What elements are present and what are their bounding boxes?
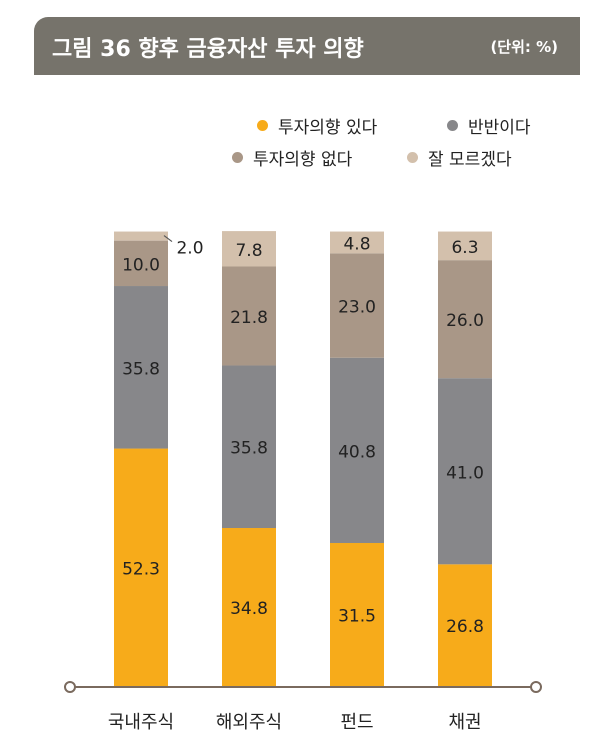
chart-unit: (단위: %) [490,38,558,56]
bar-value-label-3-1: 41.0 [446,463,484,483]
legend-item-no: 투자의향 없다 [232,145,352,170]
bar-segment-2-0 [330,542,384,686]
title-bar: 그림 36 향후 금융자산 투자 의향 (단위: %) [34,17,580,75]
category-label-1: 해외주식 [216,712,282,733]
legend-label-unknown: 잘 모르겠다 [428,150,512,170]
bar-value-label-3-3: 6.3 [451,238,478,258]
bar-segment-1-1 [222,365,276,529]
category-label-3: 채권 [448,712,481,733]
legend-item-unknown: 잘 모르겠다 [407,145,512,170]
legend-swatch-unknown [407,152,418,163]
category-label-2: 펀드 [340,712,373,733]
legend-swatch-yes [257,120,268,131]
bar-segment-0-1 [114,286,168,449]
bar-segment-2-2 [330,253,384,358]
bar-value-label-2-2: 23.0 [338,298,376,318]
x-axis-end-cap-1 [530,681,542,693]
legend-item-half: 반반이다 [447,113,531,138]
bar-value-label-2-1: 40.8 [338,442,376,462]
legend-swatch-half [447,120,458,131]
bar-value-label-2-0: 31.5 [338,606,376,626]
legend-item-yes: 투자의향 있다 [257,113,377,138]
legend-label-yes: 투자의향 있다 [278,118,378,138]
bar-segment-3-1 [438,378,492,565]
bar-value-label-3-0: 26.8 [446,617,484,637]
bar-segment-1-2 [222,266,276,366]
bar-segment-0-0 [114,448,168,686]
bar-segment-0-3 [114,231,168,241]
bar-value-label-0-1: 35.8 [122,359,160,379]
bar-segment-3-2 [438,260,492,379]
legend-label-half: 반반이다 [468,118,531,138]
bar-segment-1-0 [222,528,276,686]
legend-swatch-no [232,152,243,163]
bar-segment-0-2 [114,240,168,287]
bar-value-label-3-2: 26.0 [446,311,484,331]
x-axis-end-cap-0 [64,681,76,693]
bar-value-label-0-0: 52.3 [122,559,160,579]
bar-segment-1-3 [222,231,276,267]
bar-segment-2-1 [330,357,384,543]
category-label-0: 국내주식 [108,712,174,733]
bar-value-label-1-3: 7.8 [235,241,262,261]
bar-value-label-0-2: 10.0 [122,255,160,275]
bar-value-label-1-2: 21.8 [230,308,268,328]
bar-value-label-2-3: 4.8 [343,234,370,254]
chart-title: 그림 36 향후 금융자산 투자 의향 [52,37,364,62]
bar-value-label-1-0: 34.8 [230,599,268,619]
bar-value-label-1-1: 35.8 [230,439,268,459]
bar-value-label-0-3: 2.0 [176,239,203,259]
bar-segment-2-3 [330,231,384,254]
bar-segment-3-0 [438,564,492,686]
bar-segment-3-3 [438,231,492,261]
legend-label-no: 투자의향 없다 [253,150,353,170]
label-leader-0-3 [163,235,173,243]
